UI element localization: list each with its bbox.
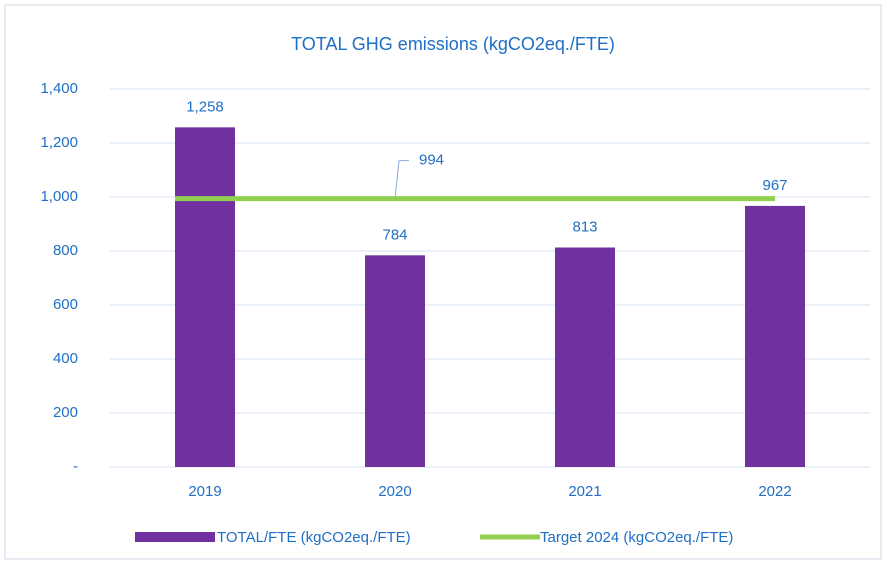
y-tick-label: 400 bbox=[53, 350, 78, 367]
y-tick-label: 1,400 bbox=[40, 80, 78, 97]
y-tick-label: 1,200 bbox=[40, 134, 78, 151]
x-tick-label: 2020 bbox=[378, 483, 411, 500]
callout-leader bbox=[394, 160, 409, 199]
x-tick-label: 2022 bbox=[758, 483, 791, 500]
bar bbox=[555, 247, 615, 467]
legend-label: Target 2024 (kgCO2eq./FTE) bbox=[540, 529, 733, 546]
y-tick-label: - bbox=[73, 458, 78, 475]
chart-title: TOTAL GHG emissions (kgCO2eq./FTE) bbox=[291, 34, 615, 54]
bar bbox=[175, 127, 235, 467]
legend-label: TOTAL/FTE (kgCO2eq./FTE) bbox=[217, 529, 411, 546]
data-label: 994 bbox=[419, 152, 444, 169]
data-label: 967 bbox=[762, 177, 787, 194]
bar bbox=[745, 205, 805, 467]
y-tick-label: 600 bbox=[53, 296, 78, 313]
y-tick-label: 800 bbox=[53, 242, 78, 259]
data-label: 784 bbox=[382, 226, 407, 243]
x-tick-label: 2019 bbox=[188, 483, 221, 500]
y-tick-label: 200 bbox=[53, 404, 78, 421]
x-tick-label: 2021 bbox=[568, 483, 601, 500]
data-label: 813 bbox=[572, 218, 597, 235]
y-tick-label: 1,000 bbox=[40, 188, 78, 205]
legend-swatch bbox=[135, 532, 215, 542]
data-label: 1,258 bbox=[186, 98, 224, 115]
bar bbox=[365, 255, 425, 467]
